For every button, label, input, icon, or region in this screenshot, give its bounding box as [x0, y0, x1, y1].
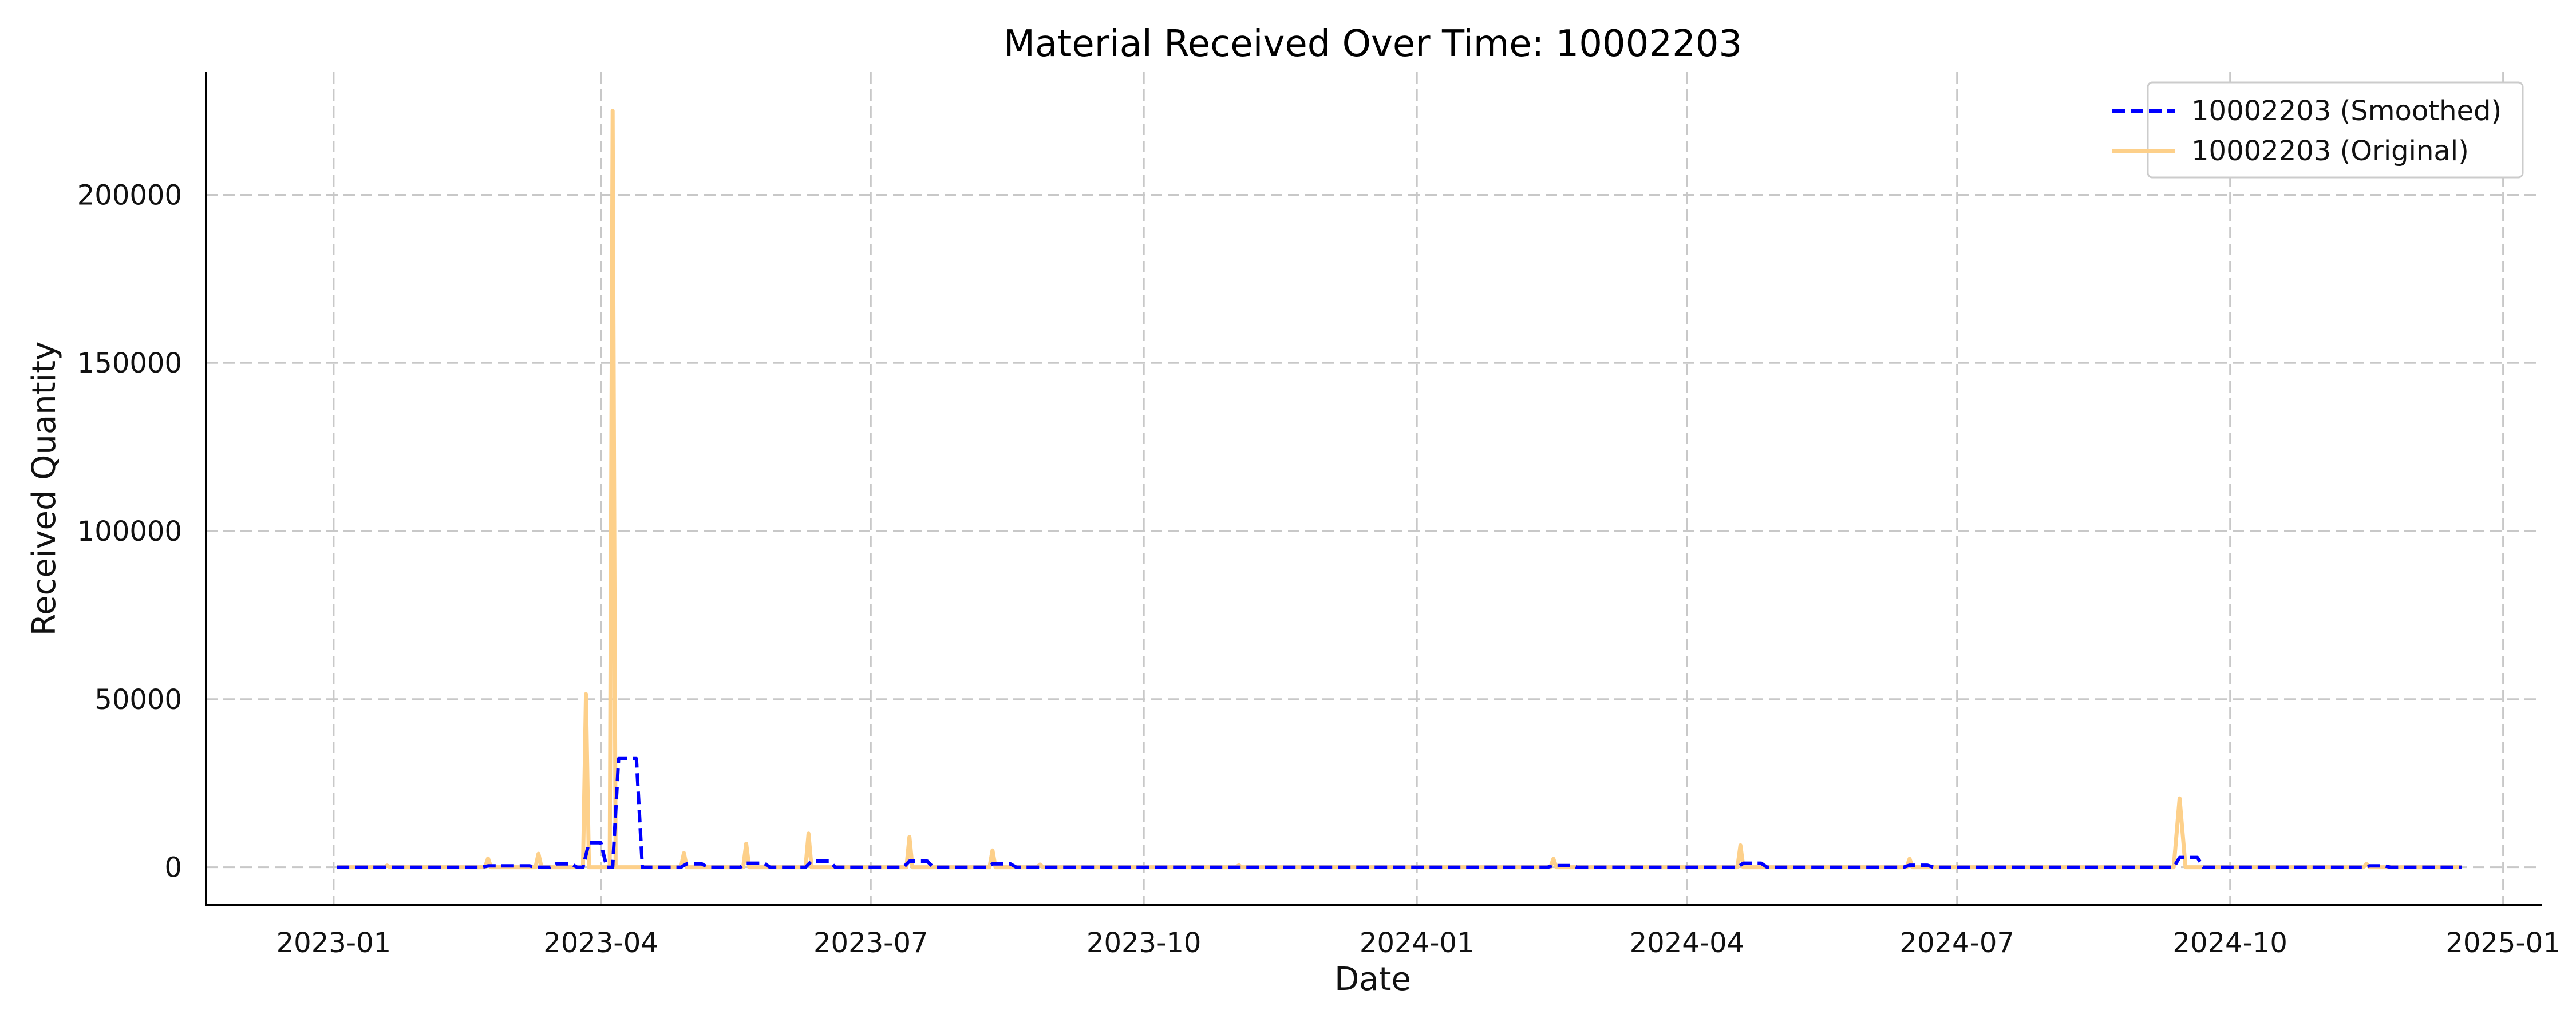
x-tick-label: 2023-10 — [1086, 927, 1202, 959]
series-layer — [337, 109, 2462, 870]
y-tick-label: 200000 — [77, 180, 182, 212]
ticks-layer: 2023-01 2023-04 2023-07 2023-10 2024-01 2024-… — [77, 180, 2561, 960]
y-tick-label: 150000 — [77, 347, 182, 379]
y-tick-label: 100000 — [77, 516, 182, 548]
x-tick-label: 2023-04 — [543, 927, 658, 959]
x-tick-label: 2023-07 — [813, 927, 929, 959]
chart-title: Material Received Over Time: 10002203 — [1003, 23, 1742, 65]
grid-layer — [206, 72, 2542, 905]
x-tick-label: 2024-07 — [1899, 927, 2014, 959]
y-tick-label: 50000 — [94, 684, 182, 716]
series-line-original — [337, 109, 2462, 870]
x-tick-label: 2023-01 — [276, 927, 392, 959]
axes-layer — [205, 72, 2542, 906]
x-axis-label: Date — [1334, 961, 1411, 998]
x-tick-label: 2025-01 — [2445, 927, 2561, 959]
legend-box — [2147, 81, 2524, 179]
y-axis-label: Received Quantity — [26, 342, 63, 636]
x-tick-label: 2024-01 — [1360, 927, 1475, 959]
legend-label-original: 10002203 (Original) — [2191, 135, 2469, 167]
series-line-smoothed — [337, 756, 2462, 869]
legend: 10002203 (Smoothed) 10002203 (Original) — [2112, 81, 2524, 179]
x-tick-label: 2024-10 — [2172, 927, 2287, 959]
legend-label-smoothed: 10002203 (Smoothed) — [2191, 95, 2502, 127]
y-tick-label: 0 — [164, 852, 182, 884]
x-tick-label: 2024-04 — [1630, 927, 1745, 959]
